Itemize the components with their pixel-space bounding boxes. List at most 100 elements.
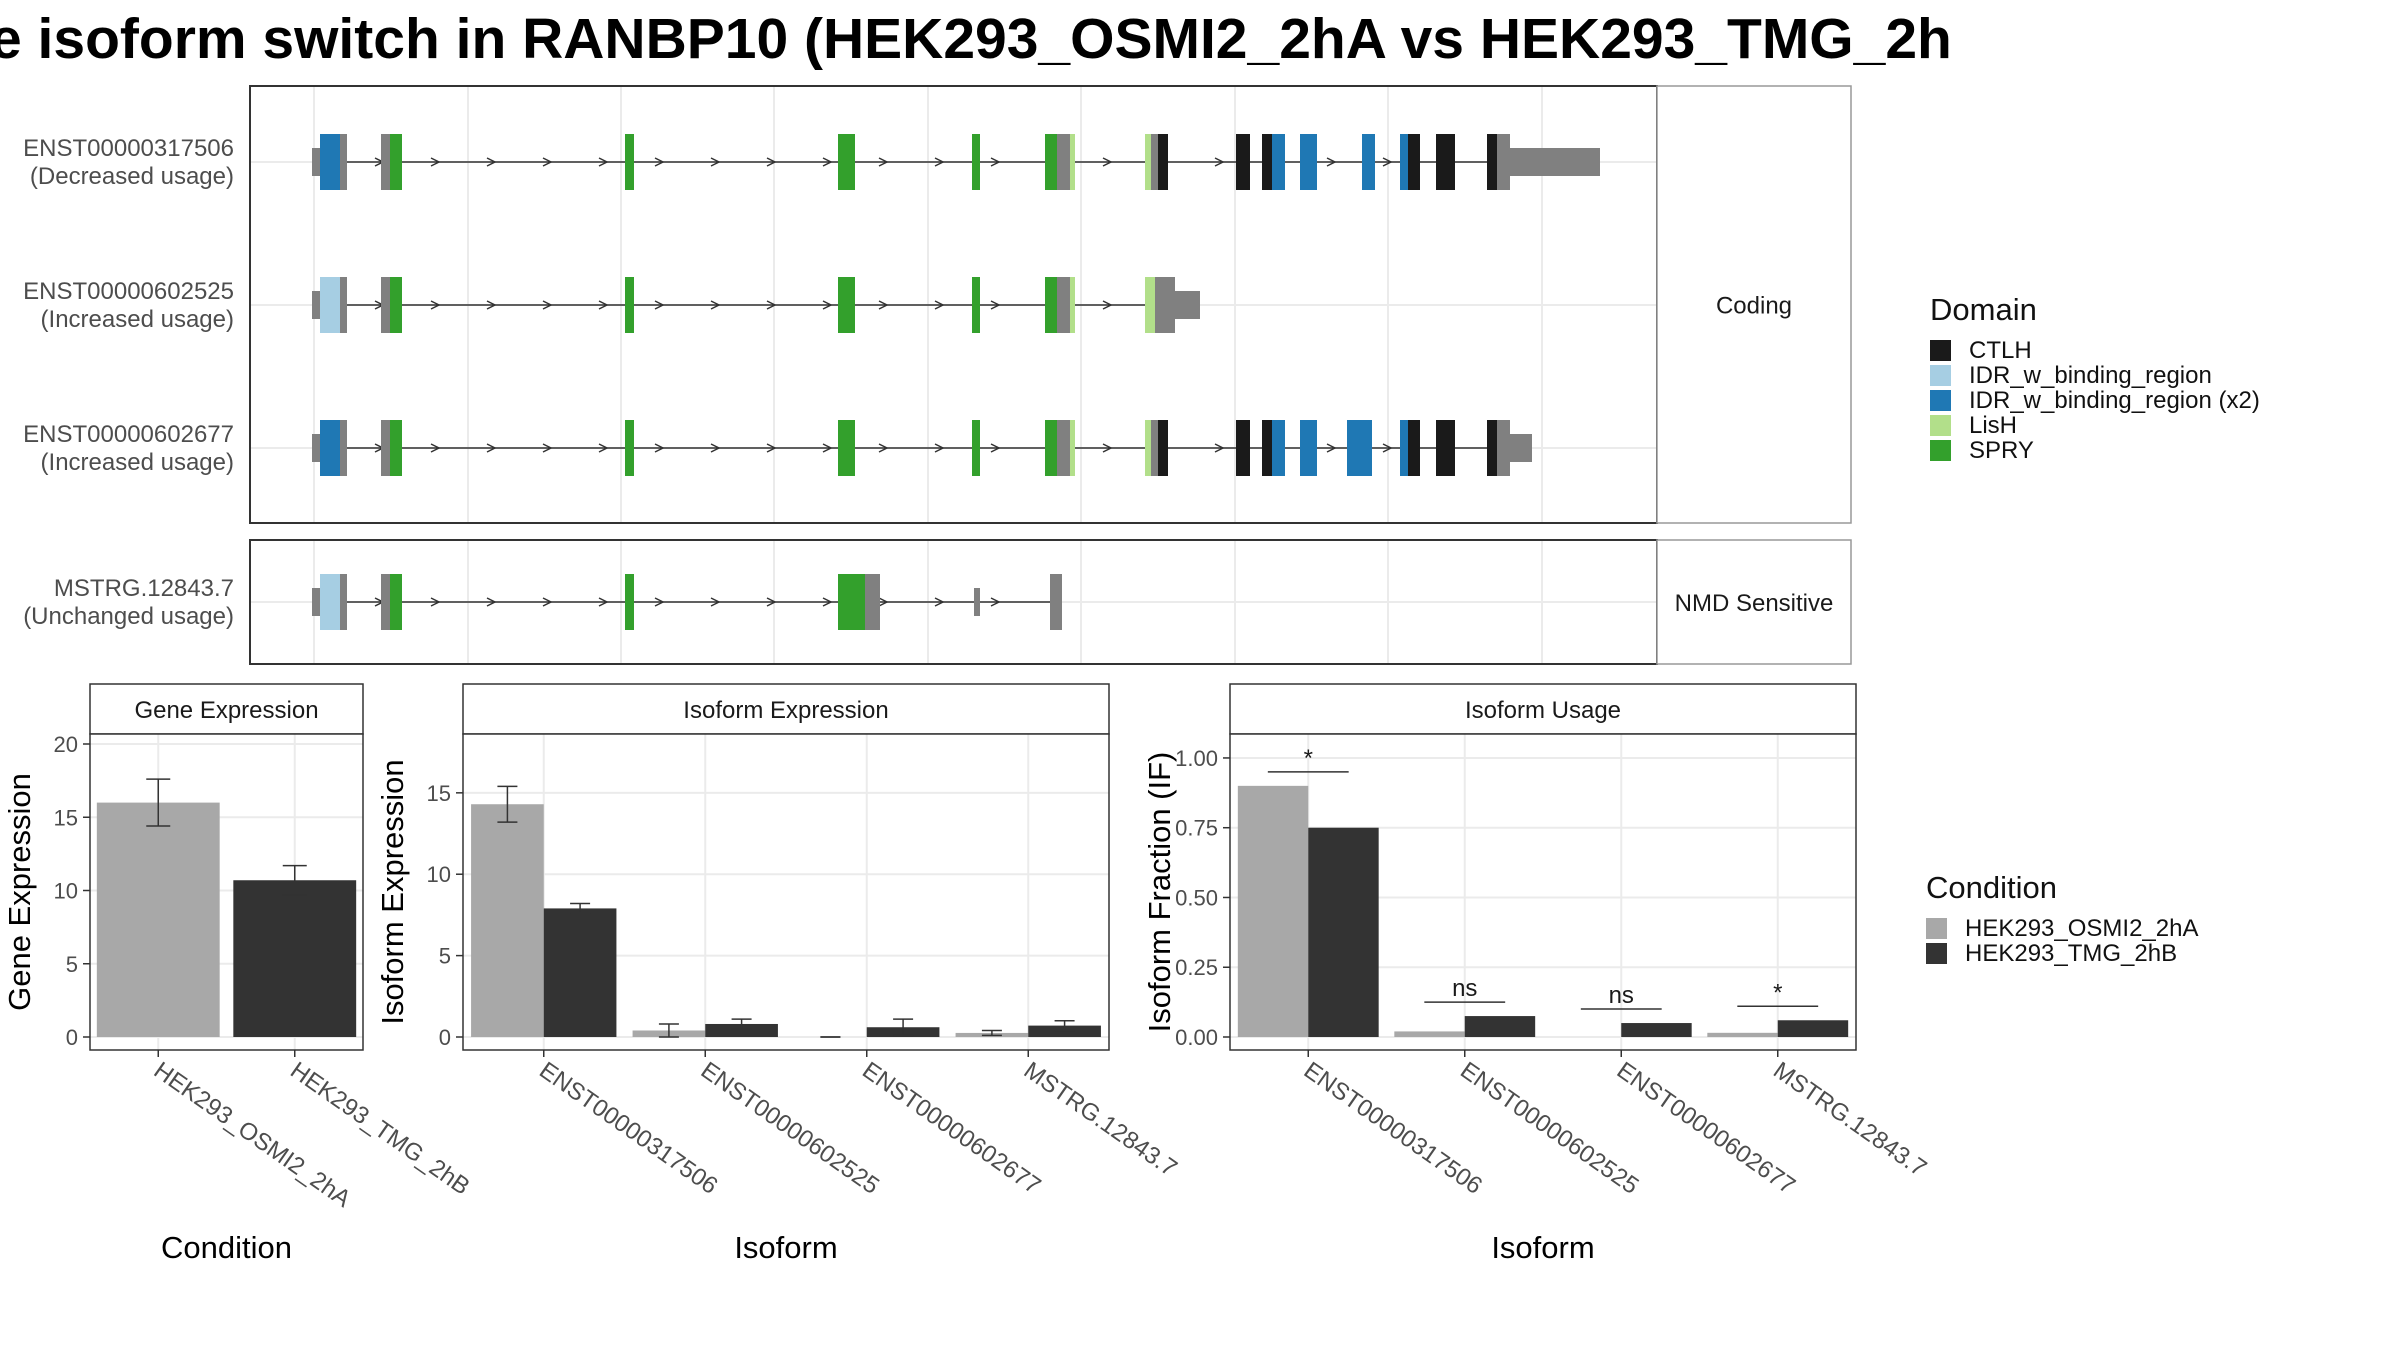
exon-block (1057, 134, 1070, 190)
bar (1308, 827, 1379, 1037)
domain-legend-title: Domain (1930, 292, 2037, 327)
chart-title: Gene Expression (134, 697, 318, 724)
exon-block (1151, 420, 1158, 476)
intron-arrow (710, 300, 721, 310)
chart-strip (462, 683, 1110, 735)
legend-label: HEK293_OSMI2_2hA (1965, 914, 2199, 942)
legend-swatch (1926, 918, 1947, 939)
legend-label: HEK293_TMG_2hB (1965, 939, 2178, 967)
exon-block (838, 277, 855, 333)
legend-item-idr-x2: IDR_w_binding_region (x2) (1930, 387, 2260, 414)
intron-arrow (598, 157, 609, 167)
legend-item-ctlh: CTLH (1930, 337, 2260, 364)
intron-arrow (430, 157, 441, 167)
y-tick-label: 1.00 (1175, 746, 1218, 771)
legend-swatch (1930, 340, 1951, 361)
exon-block (1070, 134, 1075, 190)
condition-legend-title: Condition (1926, 870, 2057, 905)
intron-arrow (1326, 157, 1337, 167)
y-axis-label: Isoform Expression (375, 759, 410, 1024)
intron-arrow (766, 300, 777, 310)
exon-block (1362, 134, 1375, 190)
exon-block (972, 277, 980, 333)
exon-block (1145, 420, 1151, 476)
exon-block (1436, 420, 1455, 476)
exon-block (625, 134, 634, 190)
intron-arrow (654, 597, 665, 607)
intron-arrow (766, 443, 777, 453)
bar (96, 802, 220, 1037)
intron-arrow (1214, 443, 1225, 453)
x-tick-label: ENST00000602677 (857, 1057, 1045, 1200)
intron-arrow (430, 597, 441, 607)
exon-block (1045, 134, 1057, 190)
y-tick-label: 15 (54, 805, 78, 830)
chart-panel-border (462, 733, 1110, 1051)
exon-block (625, 420, 634, 476)
y-axis-label: Isoform Fraction (IF) (1142, 752, 1177, 1033)
transcript-id-label: ENST00000602525 (23, 278, 234, 305)
exon-block (1262, 420, 1272, 476)
exon-block (1510, 434, 1532, 462)
page-title: e isoform switch in RANBP10 (HEK293_OSMI… (0, 7, 1952, 71)
intron-arrow (990, 597, 1001, 607)
exon-block (838, 420, 855, 476)
transcript-id-label: MSTRG.12843.7 (54, 575, 234, 602)
intron-arrow (486, 443, 497, 453)
y-tick-label: 0.75 (1175, 816, 1218, 841)
exon-block (1262, 134, 1272, 190)
legend-item-condition-b: HEK293_TMG_2hB (1926, 939, 2198, 967)
exon-block (1145, 277, 1155, 333)
exon-block (340, 574, 347, 630)
bar (1777, 1020, 1849, 1037)
x-axis-label: Isoform (734, 1230, 837, 1265)
facet-strip-label: NMD Sensitive (1675, 590, 1834, 617)
exon-block (1175, 291, 1200, 319)
exon-block (1158, 134, 1168, 190)
legend-swatch (1930, 390, 1951, 411)
exon-block (1158, 420, 1168, 476)
exon-block (1300, 134, 1317, 190)
intron-arrow (430, 300, 441, 310)
intron-arrow (430, 443, 441, 453)
x-tick-label: MSTRG.12843.7 (1019, 1057, 1182, 1182)
bar (471, 804, 544, 1037)
significance-label: ns (1609, 982, 1634, 1009)
exon-block (312, 434, 320, 462)
exon-block (865, 574, 880, 630)
intron-arrow (486, 157, 497, 167)
intron-arrow (654, 300, 665, 310)
exon-block (312, 588, 320, 616)
intron-arrow (934, 157, 945, 167)
exon-block (390, 134, 402, 190)
significance-label: ns (1452, 975, 1477, 1002)
y-axis-label: Gene Expression (2, 773, 37, 1011)
intron-arrow (766, 157, 777, 167)
intron-arrow (990, 300, 1001, 310)
exon-block (320, 134, 340, 190)
y-tick-label: 0.00 (1175, 1025, 1218, 1050)
exon-block (1347, 420, 1372, 476)
bar (1707, 1032, 1778, 1037)
y-tick-label: 10 (54, 879, 78, 904)
intron-arrow (878, 443, 889, 453)
x-axis-label: Condition (161, 1230, 292, 1265)
exon-block (381, 574, 390, 630)
bar (705, 1023, 778, 1037)
exon-block (390, 420, 402, 476)
exon-block (1497, 420, 1510, 476)
transcript-id-label: ENST00000602677 (23, 421, 234, 448)
intron-arrow (766, 597, 777, 607)
domain-legend: Domain CTLH IDR_w_binding_region IDR_w_b… (1930, 292, 2260, 464)
exon-block (381, 277, 390, 333)
intron-arrow (486, 300, 497, 310)
condition-legend: Condition HEK293_OSMI2_2hA HEK293_TMG_2h… (1926, 870, 2199, 967)
exon-block (320, 574, 340, 630)
intron-arrow (1214, 157, 1225, 167)
exon-block (1408, 134, 1420, 190)
exon-block (1510, 148, 1600, 176)
chart-title: Isoform Expression (683, 697, 888, 724)
exon-block (1487, 134, 1497, 190)
exon-block (320, 277, 340, 333)
